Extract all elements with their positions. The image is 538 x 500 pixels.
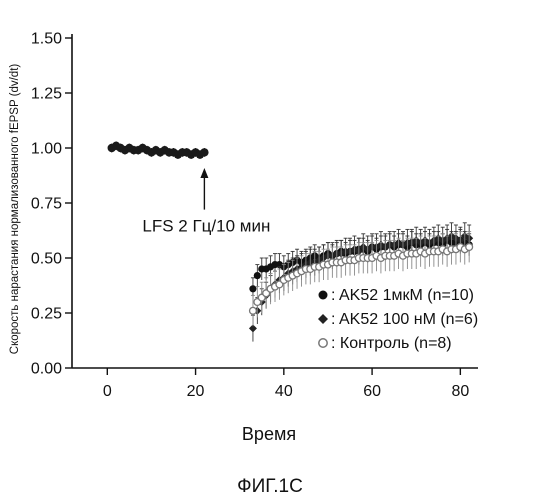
legend-label: : Контроль (n=8) xyxy=(331,335,452,352)
figure-caption: ФИГ.1С xyxy=(237,476,303,497)
legend-marker xyxy=(319,339,327,347)
x-tick-label: 0 xyxy=(103,383,112,400)
annotation-arrow-head xyxy=(200,168,208,178)
y-tick-label: 0.00 xyxy=(31,361,62,378)
y-tick-label: 1.00 xyxy=(31,141,62,158)
data-point xyxy=(466,244,473,251)
x-tick-label: 40 xyxy=(275,383,293,400)
y-tick-label: 1.25 xyxy=(31,86,62,103)
data-point xyxy=(254,272,261,279)
lfs-annotation: LFS 2 Гц/10 мин xyxy=(142,217,270,236)
annotation: LFS 2 Гц/10 мин xyxy=(142,168,270,236)
x-tick-label: 80 xyxy=(451,383,469,400)
x-axis-title: Время xyxy=(242,424,296,444)
x-tick-label: 20 xyxy=(187,383,205,400)
legend-marker xyxy=(318,314,328,324)
legend-label: : AK52 1мкМ (n=10) xyxy=(331,287,474,304)
legend: : AK52 1мкМ (n=10) : AK52 100 нМ (n=6) : К… xyxy=(318,287,478,352)
baseline-point xyxy=(200,148,208,156)
legend-marker xyxy=(319,291,328,300)
legend-label: : AK52 100 нМ (n=6) xyxy=(331,311,478,328)
x-tick-label: 60 xyxy=(363,383,381,400)
y-tick-label: 0.75 xyxy=(31,196,62,213)
y-tick-label: 0.25 xyxy=(31,306,62,323)
baseline-series xyxy=(108,141,209,159)
y-axis-title: Скорость нарастания нормализованного fEP… xyxy=(9,64,21,355)
data-point xyxy=(250,307,257,314)
y-tick-label: 0.50 xyxy=(31,251,62,268)
y-tick-label: 1.50 xyxy=(31,31,62,48)
